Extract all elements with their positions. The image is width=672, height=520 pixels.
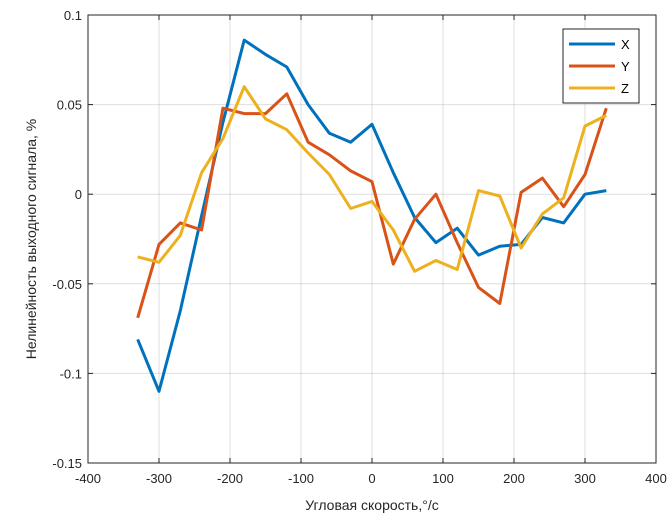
- x-tick-labels: -400 -300 -200 -100 0 100 200 300 400: [75, 471, 667, 486]
- x-tick-label: -100: [288, 471, 314, 486]
- y-tick-label: -0.05: [52, 277, 82, 292]
- x-tick-label: 200: [503, 471, 525, 486]
- legend: XYZ: [562, 28, 640, 104]
- y-tick-label: 0: [75, 187, 82, 202]
- x-tick-label: -400: [75, 471, 101, 486]
- series-line-z: [137, 85, 607, 273]
- y-tick-label: 0.05: [57, 98, 82, 113]
- x-axis-label: Угловая скорость,°/с: [305, 497, 438, 513]
- x-tick-label: 100: [432, 471, 454, 486]
- y-tick-label: -0.15: [52, 456, 82, 471]
- x-tick-label: -200: [217, 471, 243, 486]
- tick-marks: [87, 14, 657, 464]
- legend-label-y: Y: [621, 59, 630, 74]
- series-lines: [136, 38, 608, 393]
- x-tick-label: -300: [146, 471, 172, 486]
- x-tick-label: 300: [574, 471, 596, 486]
- legend-label-x: X: [621, 37, 630, 52]
- x-tick-label: 400: [645, 471, 667, 486]
- y-axis-label: Нелинейность выходного сигнала, %: [23, 119, 39, 359]
- y-tick-labels: -0.15 -0.1 -0.05 0 0.05 0.1: [52, 8, 82, 471]
- grid: [87, 14, 657, 464]
- legend-label-z: Z: [621, 81, 629, 96]
- y-tick-label: 0.1: [64, 8, 82, 23]
- plot-area: [88, 15, 656, 463]
- x-tick-label: 0: [368, 471, 375, 486]
- y-tick-label: -0.1: [60, 366, 82, 381]
